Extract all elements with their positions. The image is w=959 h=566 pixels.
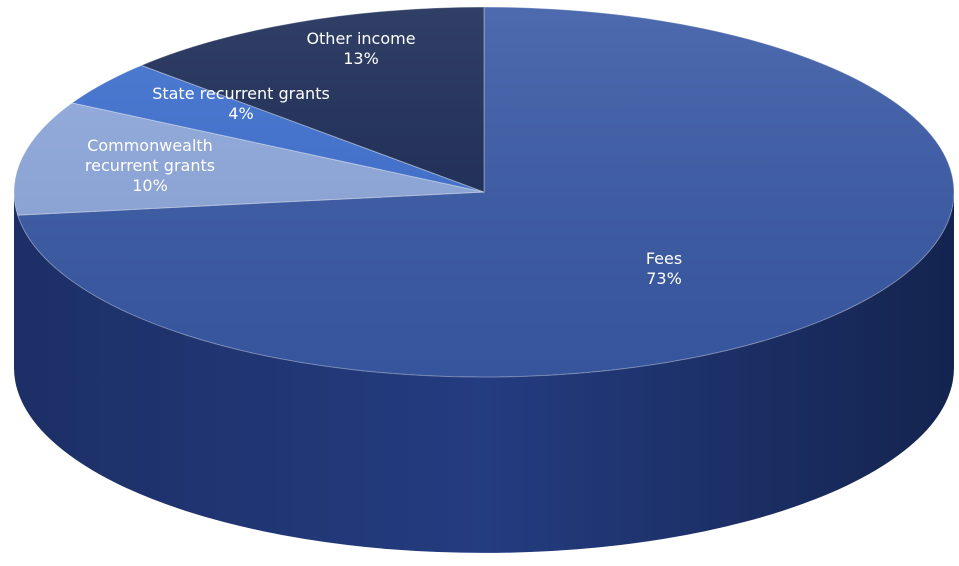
- slice-name-fees: Fees: [645, 249, 683, 268]
- slice-percent-state: 4%: [228, 104, 254, 123]
- slice-percent-other: 13%: [343, 49, 379, 68]
- slice-label-fees: Fees 73%: [646, 249, 682, 289]
- pie-side-layer: [14, 192, 954, 553]
- slice-percent-commonwealth: 10%: [132, 176, 168, 195]
- slice-name-state: State recurrent grants: [152, 84, 330, 103]
- slice-label-state-grants: State recurrent grants 4%: [152, 84, 330, 124]
- pie-side-wall: [14, 192, 954, 553]
- slice-label-other-income: Other income 13%: [306, 29, 415, 69]
- slice-percent-fees: 73%: [646, 269, 682, 288]
- slice-name-other: Other income: [306, 29, 416, 48]
- slice-name-commonwealth-line2: recurrent grants: [84, 156, 216, 175]
- slice-name-commonwealth-line1: Commonwealth: [87, 136, 213, 155]
- slice-label-commonwealth-grants: Commonwealth recurrent grants 10%: [85, 136, 215, 196]
